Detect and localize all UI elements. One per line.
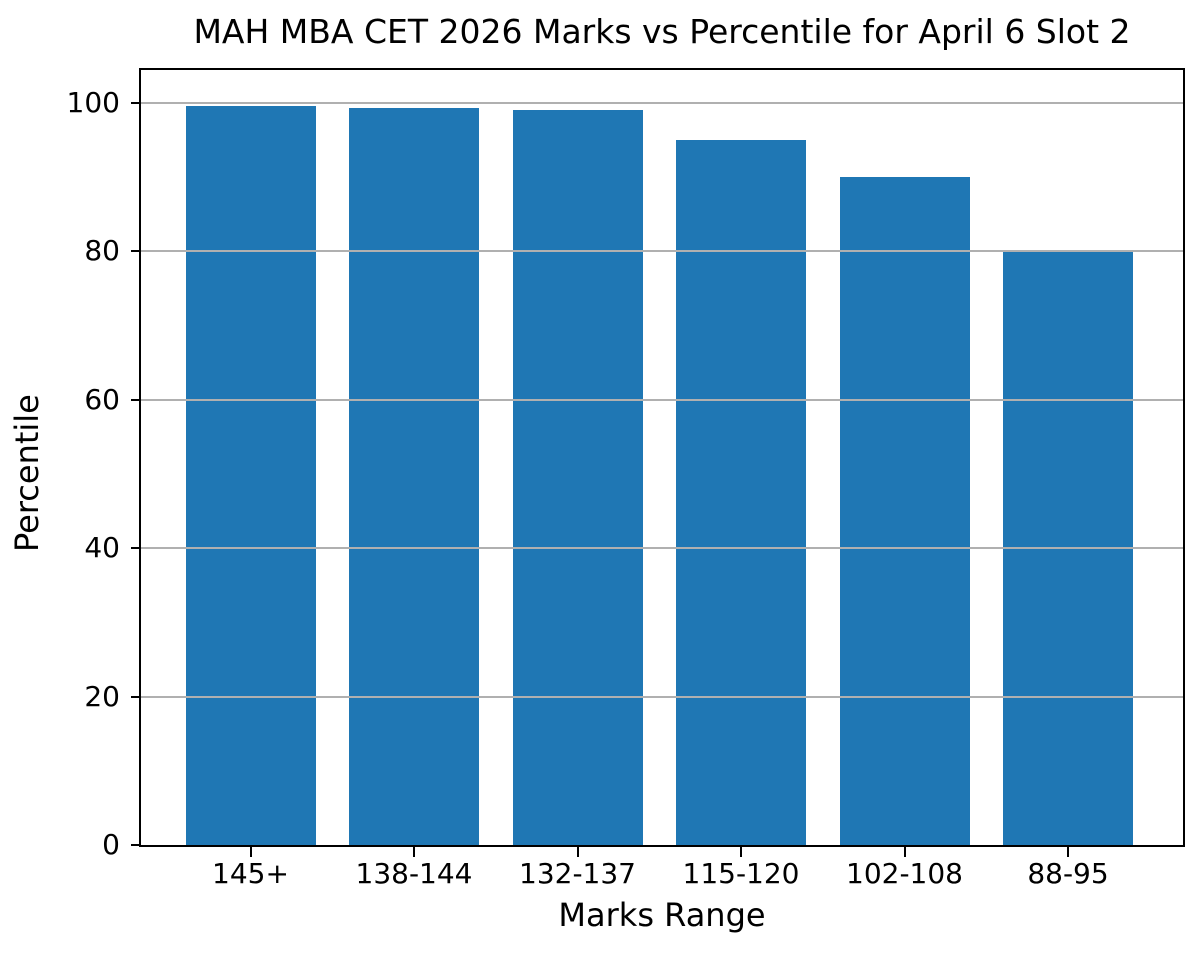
x-tick-label-102-108: 102-108 bbox=[846, 857, 963, 890]
y-tick-mark-20 bbox=[131, 695, 141, 698]
bar-145+ bbox=[185, 106, 316, 845]
x-tick-mark-132-137 bbox=[576, 847, 579, 857]
x-tick-mark-88-95 bbox=[1067, 847, 1069, 857]
y-tick-mark-60 bbox=[131, 398, 141, 401]
y-tick-mark-0 bbox=[131, 844, 141, 846]
x-tick-label-115-120: 115-120 bbox=[682, 857, 800, 890]
y-tick-mark-40 bbox=[131, 547, 141, 550]
bar-132-137 bbox=[512, 110, 643, 845]
x-tick-mark-115-120 bbox=[740, 847, 742, 857]
y-tick-label-80: 80 bbox=[84, 234, 120, 268]
y-tick-label-20: 20 bbox=[84, 679, 120, 713]
gridline-y-80 bbox=[141, 250, 1183, 253]
chart-title: MAH MBA CET 2026 Marks vs Percentile for… bbox=[193, 12, 1131, 51]
y-tick-label-100: 100 bbox=[66, 85, 120, 119]
x-tick-label-145+: 145+ bbox=[212, 857, 289, 890]
y-tick-mark-80 bbox=[131, 250, 141, 253]
bar-115-120 bbox=[676, 139, 806, 845]
gridline-y-20 bbox=[141, 695, 1183, 698]
x-tick-label-138-144: 138-144 bbox=[355, 857, 473, 890]
x-tick-label-88-95: 88-95 bbox=[1027, 857, 1109, 890]
gridline-y-40 bbox=[141, 547, 1183, 550]
x-tick-mark-138-144 bbox=[413, 847, 415, 857]
gridline-y-60 bbox=[141, 398, 1183, 401]
gridline-y-100 bbox=[141, 101, 1183, 104]
y-axis-label: Percentile bbox=[8, 394, 46, 552]
plot-area bbox=[139, 68, 1185, 847]
gridlines-layer bbox=[141, 70, 1183, 845]
y-tick-label-0: 0 bbox=[102, 828, 120, 861]
bar-102-108 bbox=[839, 176, 970, 845]
y-tick-label-40: 40 bbox=[84, 531, 120, 565]
x-tick-mark-145+ bbox=[249, 847, 252, 857]
x-axis-label: Marks Range bbox=[558, 896, 766, 934]
x-tick-label-132-137: 132-137 bbox=[519, 857, 636, 890]
y-tick-mark-100 bbox=[131, 101, 141, 104]
bar-138-144 bbox=[349, 107, 479, 845]
x-tick-mark-102-108 bbox=[903, 847, 906, 857]
y-tick-label-60: 60 bbox=[84, 382, 120, 416]
